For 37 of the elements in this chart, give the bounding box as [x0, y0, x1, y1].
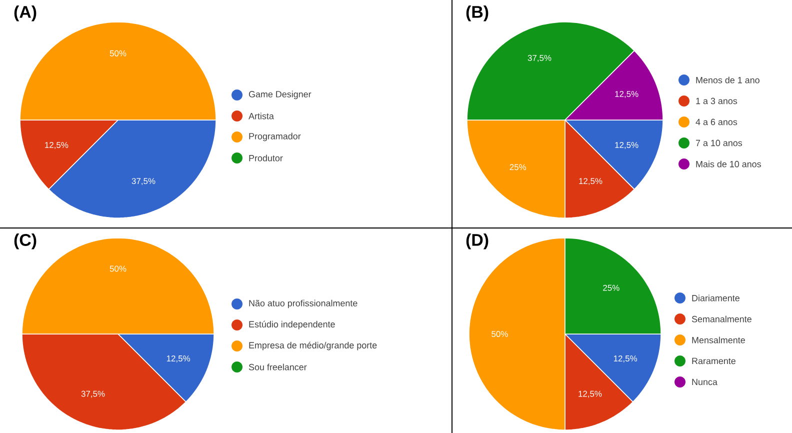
- legend-label: Programador: [249, 132, 301, 142]
- legend-label: Raramente: [692, 358, 736, 364]
- legend-label: Mensalmente: [692, 336, 745, 344]
- legend-label: Empresa de médio/grande porte: [249, 342, 377, 350]
- chart-title: (B): [466, 6, 488, 22]
- legend-label: 4 a 6 anos: [696, 118, 738, 126]
- legend-label: Sou freelancer: [248, 364, 307, 370]
- legend-label: Diariamente: [692, 294, 740, 302]
- data-label: 37,5%: [132, 178, 156, 186]
- data-label: 12,5%: [579, 178, 602, 186]
- legend-label: Game Designer: [248, 90, 312, 100]
- data-label: 12,5%: [166, 355, 190, 362]
- legend-label: Artista: [248, 112, 274, 120]
- data-label: 12,5%: [615, 90, 638, 98]
- legend-label: Produtor: [249, 154, 283, 162]
- data-label: 50%: [110, 266, 126, 272]
- data-label: 12,5%: [578, 390, 602, 398]
- legend-label: Não atuo profissionalmente: [249, 300, 358, 308]
- legend-label: Mais de 10 anos: [696, 160, 761, 168]
- data-label: 50%: [110, 50, 126, 56]
- data-label: 25%: [603, 284, 620, 291]
- legend-label: Semanalmente: [692, 316, 752, 322]
- data-label: 25%: [510, 164, 526, 170]
- data-label: 37,5%: [528, 54, 552, 62]
- legend-label: 1 a 3 anos: [696, 98, 738, 104]
- data-label: 37,5%: [81, 390, 105, 398]
- legend-label: Nunca: [692, 378, 718, 386]
- data-label: 50%: [492, 330, 508, 337]
- legend-label: 7 a 10 anos: [696, 140, 742, 146]
- data-label: 12,5%: [45, 142, 68, 149]
- chart-title: (C): [14, 234, 36, 250]
- chart-title: (D): [466, 234, 488, 250]
- chart-title: (A): [14, 6, 36, 22]
- data-label: 12,5%: [615, 142, 638, 149]
- legend-label: Estúdio independente: [249, 320, 335, 330]
- legend-label: Menos de 1 ano: [696, 76, 760, 84]
- data-label: 12,5%: [614, 355, 638, 362]
